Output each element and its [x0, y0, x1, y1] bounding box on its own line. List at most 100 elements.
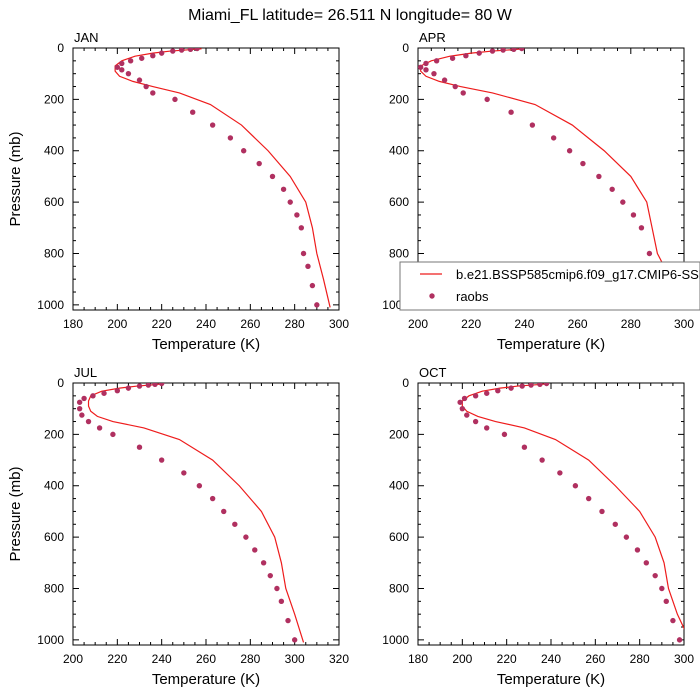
y-tick-label: 800 — [44, 581, 64, 595]
raobs-point — [643, 560, 650, 566]
raobs-point — [489, 48, 496, 54]
raobs-point — [519, 48, 525, 52]
raobs-point — [508, 385, 514, 391]
panels: 180 200 220 240 260 280 300 0 200 400 600 800 1000 Te… — [7, 30, 700, 688]
y-tick-label: 800 — [389, 581, 409, 595]
x-tick-label: 260 — [585, 652, 605, 666]
raobs-point — [221, 508, 227, 515]
x-tick-label: 280 — [621, 317, 641, 331]
raobs-point — [227, 135, 234, 141]
x-tick-label: 240 — [196, 317, 216, 331]
raobs-point — [472, 393, 479, 399]
raobs-point — [280, 186, 287, 192]
y-tick-label: 200 — [44, 427, 64, 441]
raobs-point — [457, 399, 463, 405]
panel-title: JAN — [74, 30, 99, 45]
raobs-point — [652, 572, 658, 579]
raobs-point — [278, 598, 285, 605]
raobs-point — [158, 50, 165, 56]
raobs-point — [139, 55, 145, 61]
raobs-point — [670, 617, 676, 624]
x-tick-label: 200 — [107, 317, 127, 331]
raobs-point — [537, 383, 543, 387]
raobs-point — [110, 431, 116, 438]
raobs-point — [143, 83, 149, 90]
raobs-point — [609, 186, 615, 192]
x-tick-label: 300 — [674, 652, 694, 666]
raobs-point — [528, 383, 534, 388]
raobs-point — [676, 637, 683, 643]
raobs-point — [172, 96, 178, 103]
raobs-point — [596, 173, 602, 180]
raobs-point — [114, 388, 121, 394]
panel-title: JUL — [74, 365, 97, 380]
raobs-point — [76, 405, 83, 412]
raobs-point — [484, 96, 490, 103]
raobs-point — [291, 637, 298, 643]
x-tick-label: 240 — [152, 652, 172, 666]
y-tick-label: 400 — [389, 479, 409, 493]
raobs-point — [209, 495, 216, 502]
raobs-point — [572, 483, 579, 489]
x-tick-label: 260 — [568, 317, 588, 331]
raobs-point — [136, 383, 143, 389]
x-tick-label: 300 — [674, 317, 694, 331]
raobs-point — [580, 160, 586, 167]
y-tick-label: 200 — [389, 92, 409, 106]
raobs-point — [476, 50, 482, 56]
raobs-point — [623, 534, 630, 540]
raobs-point — [459, 405, 466, 412]
raobs-point — [431, 70, 437, 77]
raobs-point — [511, 48, 517, 52]
y-tick-label: 600 — [44, 530, 64, 544]
y-tick-label: 0 — [402, 41, 409, 55]
x-tick-label: 240 — [541, 652, 561, 666]
raobs-point — [464, 412, 470, 418]
raobs-point — [260, 560, 267, 566]
raobs-point — [659, 585, 665, 592]
y-tick-label: 200 — [389, 427, 409, 441]
x-tick-label: 300 — [329, 317, 349, 331]
x-tick-label: 220 — [461, 317, 481, 331]
x-tick-label: 220 — [107, 652, 127, 666]
raobs-point — [452, 83, 458, 90]
raobs-point — [170, 48, 176, 54]
raobs-point — [232, 521, 238, 527]
x-tick-label: 220 — [152, 317, 172, 331]
raobs-point — [314, 302, 320, 308]
raobs-point — [125, 385, 132, 391]
raobs-point — [152, 383, 158, 387]
y-axis-title: Pressure (mb) — [7, 466, 24, 561]
x-tick-label: 240 — [514, 317, 534, 331]
y-tick-label: 800 — [44, 246, 64, 260]
raobs-point — [114, 64, 121, 70]
model-profile-line — [87, 383, 305, 643]
raobs-point — [557, 470, 563, 476]
raobs-point — [539, 457, 545, 463]
raobs-point — [566, 148, 573, 154]
raobs-point — [187, 48, 194, 52]
plot-area — [114, 48, 331, 308]
x-tick-label: 260 — [240, 317, 260, 331]
raobs-point — [663, 598, 669, 605]
panel-apr: 200 220 240 260 280 30002004006008001000Tempe… — [382, 30, 700, 353]
raobs-point — [150, 90, 156, 96]
legend-model-label: b.e21.BSSP585cmip6.f09_g17.CMIP6-SSP5-8.… — [456, 267, 700, 282]
raobs-point — [285, 617, 291, 624]
raobs-point — [585, 495, 592, 502]
x-tick-label: 280 — [285, 317, 305, 331]
panel-title: APR — [419, 30, 446, 45]
raobs-point — [298, 225, 305, 231]
raobs-point — [76, 399, 83, 405]
figure-title: Miami_FL latitude= 26.511 N longitude= 8… — [188, 7, 513, 24]
raobs-point — [529, 122, 536, 128]
raobs-point — [638, 225, 645, 231]
raobs-point — [287, 199, 293, 205]
y-tick-label: 1000 — [37, 298, 64, 312]
raobs-point — [127, 58, 134, 64]
y-tick-label: 400 — [44, 144, 64, 158]
x-axis-title: Temperature (K) — [497, 336, 605, 353]
raobs-point — [196, 483, 203, 489]
panel-jan: 180 200 220 240 260 280 300 0 200 400 600 800 1000 Te… — [7, 30, 349, 353]
y-axis-title: Pressure (mb) — [7, 131, 24, 226]
